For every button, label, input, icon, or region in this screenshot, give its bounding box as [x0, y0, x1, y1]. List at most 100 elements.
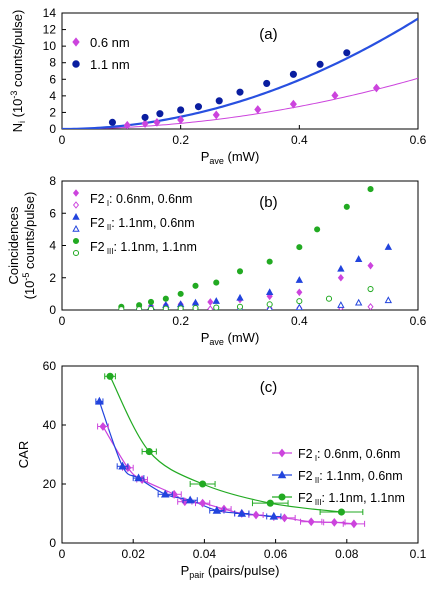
data-point	[147, 305, 155, 310]
legend-marker	[277, 470, 287, 479]
data-point	[296, 298, 303, 305]
data-point	[153, 117, 161, 127]
data-point	[177, 305, 184, 310]
plot-area	[62, 17, 418, 129]
legend-label: F2 III: 1.1nm, 1.1nm	[298, 491, 405, 507]
y-tick-label: 0	[49, 122, 56, 136]
data-point	[266, 258, 273, 265]
data-point	[337, 301, 345, 308]
data-point	[141, 113, 149, 121]
data-point	[337, 273, 344, 282]
fit-curve	[62, 17, 418, 129]
legend-label: 1.1 nm	[90, 57, 130, 72]
data-point	[384, 243, 393, 250]
x-tick-label: 0.6	[410, 133, 427, 147]
trend-curve	[98, 401, 274, 518]
data-point	[372, 83, 380, 93]
series-0	[118, 261, 374, 310]
data-point	[254, 105, 262, 114]
data-point	[316, 60, 324, 68]
plot-area	[118, 186, 393, 310]
data-point	[145, 447, 153, 456]
data-point	[177, 290, 184, 297]
data-point	[354, 298, 363, 306]
y-axis-label: Coincidences	[6, 206, 21, 285]
x-tick-label: 0.2	[172, 314, 189, 328]
y-axis-label: CAR	[16, 441, 31, 468]
data-point	[177, 106, 185, 114]
data-point	[266, 499, 274, 507]
legend-marker	[72, 60, 80, 68]
data-point	[177, 115, 185, 125]
y-tick-label: 8	[49, 56, 56, 70]
data-point	[236, 88, 244, 96]
y-tick-label: 6	[49, 72, 56, 86]
data-point	[147, 298, 155, 305]
data-point	[213, 279, 220, 286]
data-point	[134, 473, 143, 482]
data-point	[199, 480, 207, 488]
series-0	[123, 83, 380, 129]
legend-label: F2 II: 1.1nm, 0.6nm	[298, 469, 403, 485]
y-tick-label: 20	[43, 477, 57, 491]
y-axis-label: Ni (10-3 counts/pulse)	[9, 10, 27, 133]
data-point	[367, 186, 374, 193]
data-point	[141, 119, 149, 129]
series-2	[118, 243, 393, 310]
plot-frame	[61, 12, 419, 130]
data-point	[296, 288, 303, 297]
data-point	[207, 305, 214, 310]
data-point	[331, 91, 339, 100]
x-axis-label: Pave (mW)	[201, 330, 260, 347]
x-tick-label: 0	[59, 547, 66, 561]
y-tick-label: 10	[43, 39, 57, 53]
y-tick-label: 14	[43, 6, 57, 20]
data-point	[325, 295, 333, 302]
data-point	[296, 244, 303, 251]
data-point	[162, 295, 169, 302]
data-point	[367, 302, 374, 310]
data-point	[237, 508, 247, 517]
data-point	[236, 293, 244, 301]
y-tick-label: 4	[49, 239, 56, 253]
data-point	[215, 97, 223, 105]
legend-label: F2 I: 0.6nm, 0.6nm	[90, 192, 192, 208]
plot-area	[95, 372, 366, 529]
legend-label: 0.6 nm	[90, 35, 130, 50]
panel-label: (b)	[259, 194, 277, 211]
data-point	[118, 306, 125, 310]
data-point	[95, 396, 104, 405]
data-point	[354, 255, 363, 262]
panel-label: (a)	[259, 26, 277, 43]
legend-marker	[72, 224, 80, 232]
legend-marker	[72, 37, 80, 47]
y-tick-label: 60	[43, 359, 57, 373]
data-point	[252, 510, 260, 520]
x-tick-label: 0.6	[410, 314, 427, 328]
x-tick-label: 0.02	[122, 547, 146, 561]
plot-frame	[61, 365, 419, 544]
series-1	[95, 396, 282, 520]
legend-marker	[72, 237, 80, 245]
data-point	[199, 498, 207, 508]
legend-marker	[72, 249, 80, 257]
y-tick-label: 8	[49, 174, 56, 188]
y-tick-label: 0	[49, 536, 56, 550]
x-tick-label: 0.08	[335, 547, 359, 561]
data-point	[192, 282, 199, 289]
x-axis-label: Pave (mW)	[201, 149, 260, 166]
y-tick-label: 40	[43, 418, 57, 432]
data-point	[266, 304, 273, 310]
x-tick-label: 0.4	[291, 133, 308, 147]
data-point	[185, 495, 195, 504]
y-tick-label: 6	[49, 206, 56, 220]
data-point	[212, 110, 220, 120]
data-point	[99, 422, 107, 431]
legend-label: F2 III: 1.1nm, 1.1nm	[90, 240, 197, 256]
data-point	[307, 517, 315, 527]
data-point	[160, 489, 170, 498]
data-point	[118, 461, 127, 470]
data-point	[106, 372, 114, 380]
